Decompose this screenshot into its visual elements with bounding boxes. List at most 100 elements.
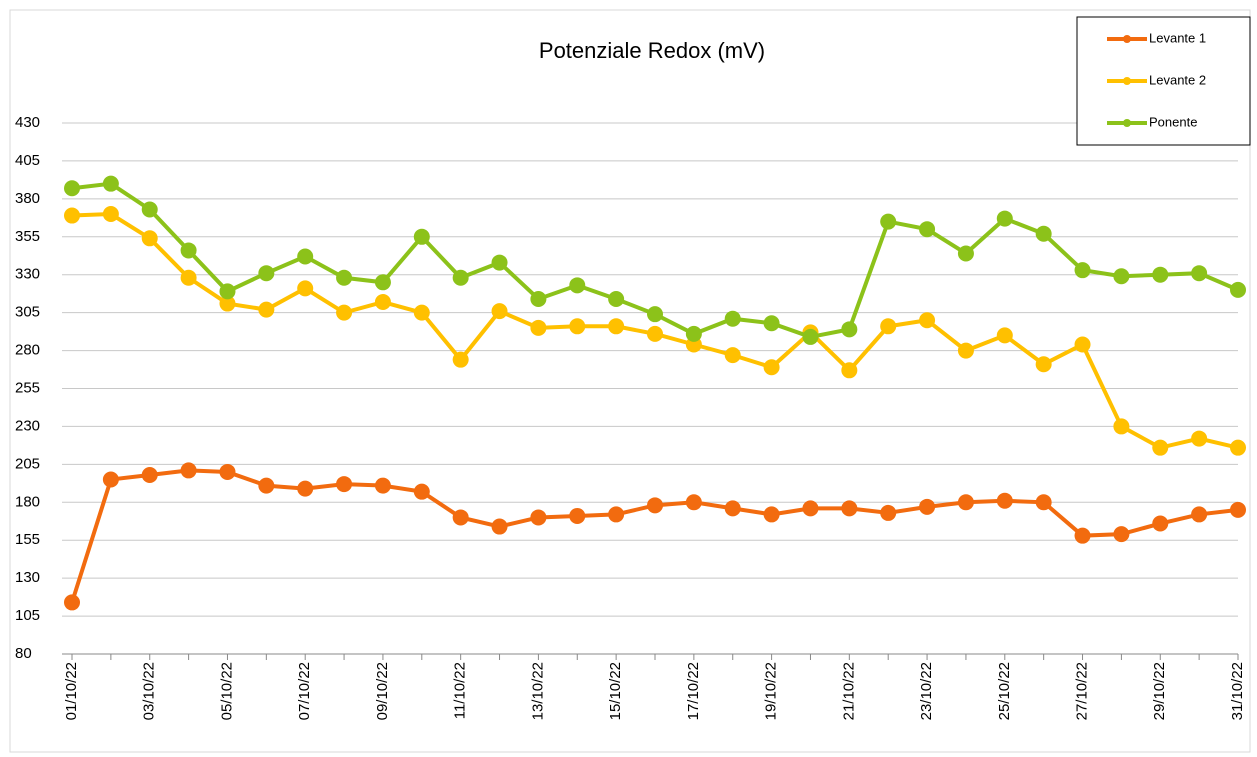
x-tick-label: 25/10/22 <box>996 662 1013 720</box>
data-point <box>1074 262 1091 279</box>
data-point <box>802 328 819 345</box>
data-point <box>996 210 1013 227</box>
data-point <box>258 301 275 318</box>
x-tick-label: 17/10/22 <box>685 662 702 720</box>
legend-marker <box>1123 35 1131 43</box>
data-point <box>141 230 158 247</box>
data-point <box>297 248 314 265</box>
data-point <box>413 228 430 245</box>
data-point <box>336 476 353 493</box>
data-point <box>452 509 469 526</box>
data-point <box>996 327 1013 344</box>
data-point <box>64 180 80 197</box>
x-tick-label: 15/10/22 <box>607 662 624 720</box>
data-point <box>569 318 586 335</box>
x-tick-label: 13/10/22 <box>529 662 546 720</box>
data-point <box>724 310 741 327</box>
y-tick-label: 405 <box>15 152 40 169</box>
data-point <box>647 325 663 342</box>
y-tick-label: 130 <box>15 569 40 586</box>
data-point <box>1113 418 1130 435</box>
data-point <box>1035 225 1052 242</box>
data-point <box>102 175 119 192</box>
data-point <box>1191 265 1208 282</box>
x-tick-label: 19/10/22 <box>763 662 780 720</box>
data-point <box>919 312 936 329</box>
data-point <box>530 509 547 526</box>
data-point <box>880 504 897 521</box>
data-point <box>608 318 625 335</box>
y-tick-label: 80 <box>15 645 32 662</box>
data-point <box>841 321 858 338</box>
legend-marker <box>1123 77 1131 85</box>
data-point <box>1113 268 1130 285</box>
data-point <box>608 290 625 307</box>
y-tick-label: 380 <box>15 190 40 207</box>
data-point <box>724 347 741 364</box>
data-point <box>452 351 469 368</box>
data-point <box>919 221 936 238</box>
data-point <box>141 466 158 483</box>
data-point <box>297 480 314 497</box>
data-point <box>608 506 625 523</box>
x-tick-label: 05/10/22 <box>218 662 235 720</box>
data-point <box>685 325 702 342</box>
x-tick-label: 31/10/22 <box>1229 662 1246 720</box>
y-tick-label: 280 <box>15 342 40 359</box>
data-point <box>1152 266 1169 283</box>
data-point <box>374 274 391 291</box>
data-point <box>102 471 119 488</box>
data-point <box>413 304 430 321</box>
x-tick-label: 01/10/22 <box>63 662 80 720</box>
y-tick-label: 305 <box>15 304 40 321</box>
data-point <box>919 498 936 515</box>
data-point <box>724 500 741 517</box>
data-point <box>258 265 275 282</box>
data-point <box>1230 501 1246 518</box>
data-point <box>647 306 663 323</box>
data-point <box>763 359 780 376</box>
data-point <box>569 277 586 294</box>
data-point <box>336 269 353 286</box>
x-tick-label: 29/10/22 <box>1151 662 1168 720</box>
data-point <box>180 242 197 259</box>
data-point <box>841 500 858 517</box>
data-point <box>1074 336 1091 353</box>
data-point <box>491 518 508 535</box>
legend-label: Ponente <box>1149 114 1197 129</box>
data-point <box>374 294 391 311</box>
data-point <box>102 206 119 223</box>
data-point <box>1191 506 1208 523</box>
y-tick-label: 180 <box>15 493 40 510</box>
y-tick-label: 205 <box>15 455 40 472</box>
x-tick-label: 27/10/22 <box>1074 662 1091 720</box>
data-point <box>64 207 80 224</box>
x-tick-label: 09/10/22 <box>374 662 391 720</box>
data-point <box>1230 439 1246 456</box>
data-point <box>1074 527 1091 544</box>
data-point <box>530 319 547 336</box>
legend-box <box>1076 16 1251 146</box>
y-tick-label: 355 <box>15 228 40 245</box>
data-point <box>180 462 197 479</box>
data-point <box>647 497 663 514</box>
data-point <box>1230 281 1246 298</box>
data-point <box>336 304 353 321</box>
legend-label: Levante 2 <box>1149 72 1206 87</box>
data-point <box>297 280 314 297</box>
y-tick-label: 255 <box>15 379 40 396</box>
data-point <box>763 506 780 523</box>
data-point <box>957 245 974 262</box>
x-tick-label: 23/10/22 <box>918 662 935 720</box>
data-point <box>957 494 974 511</box>
data-point <box>841 362 858 379</box>
data-point <box>219 283 236 300</box>
data-point <box>258 477 275 494</box>
data-point <box>452 269 469 286</box>
data-point <box>374 477 391 494</box>
data-point <box>1152 439 1169 456</box>
y-tick-label: 105 <box>15 607 40 624</box>
data-point <box>802 500 819 517</box>
